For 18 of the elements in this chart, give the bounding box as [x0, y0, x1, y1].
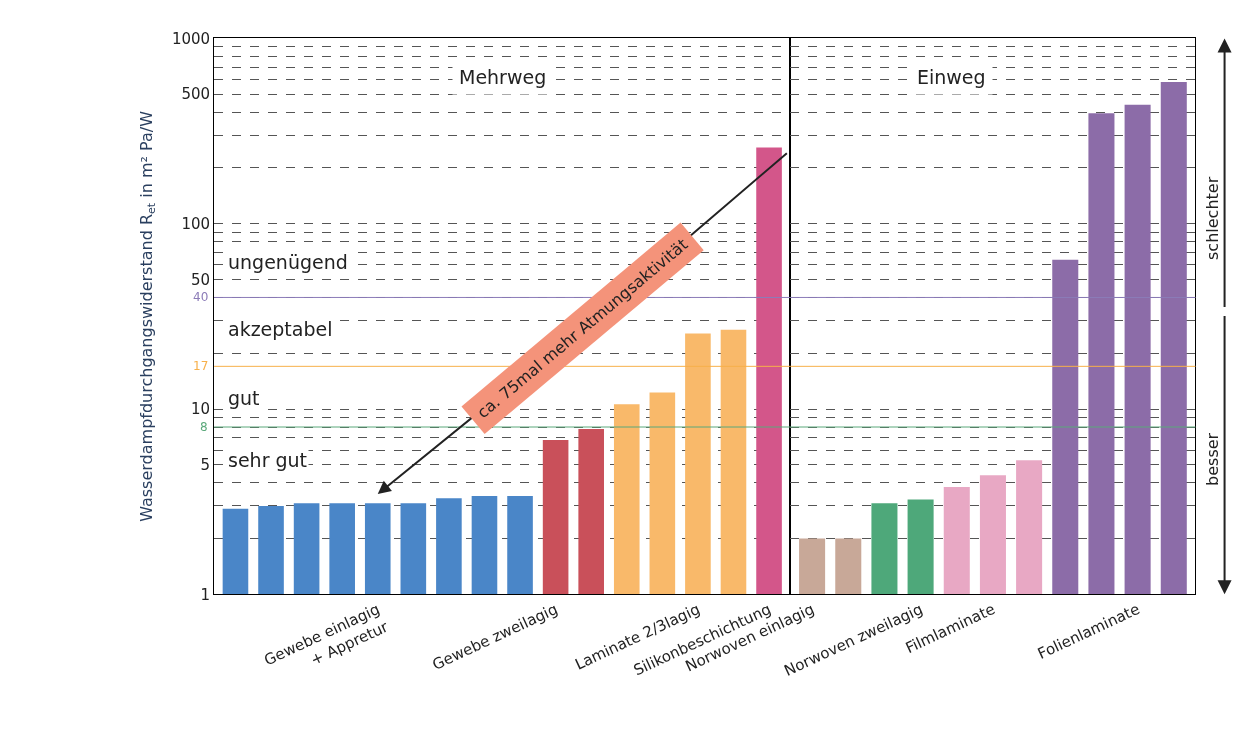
text: Einweg [917, 66, 986, 88]
ref-line-label: 17 [193, 359, 209, 373]
y-tick-label: 5 [200, 456, 211, 475]
y-tick-label: 1 [200, 585, 211, 604]
text: schlechter [1203, 176, 1223, 260]
annotation: gut [228, 387, 260, 409]
ref-line-label: 40 [193, 290, 209, 304]
text: besser [1203, 432, 1223, 486]
text: Mehrweg [459, 66, 547, 88]
annotation: sehr gut [228, 449, 308, 471]
annotation: akzeptabel [228, 318, 333, 340]
y-tick-label: 1000 [171, 29, 211, 48]
annotation: ungenügend [228, 251, 348, 273]
y-tick-label: 500 [181, 85, 211, 104]
y-tick-label: 10 [191, 400, 211, 419]
y-tick-label: 50 [191, 270, 211, 289]
ref-line-label: 8 [200, 420, 208, 434]
y-tick-label: 100 [181, 214, 211, 233]
